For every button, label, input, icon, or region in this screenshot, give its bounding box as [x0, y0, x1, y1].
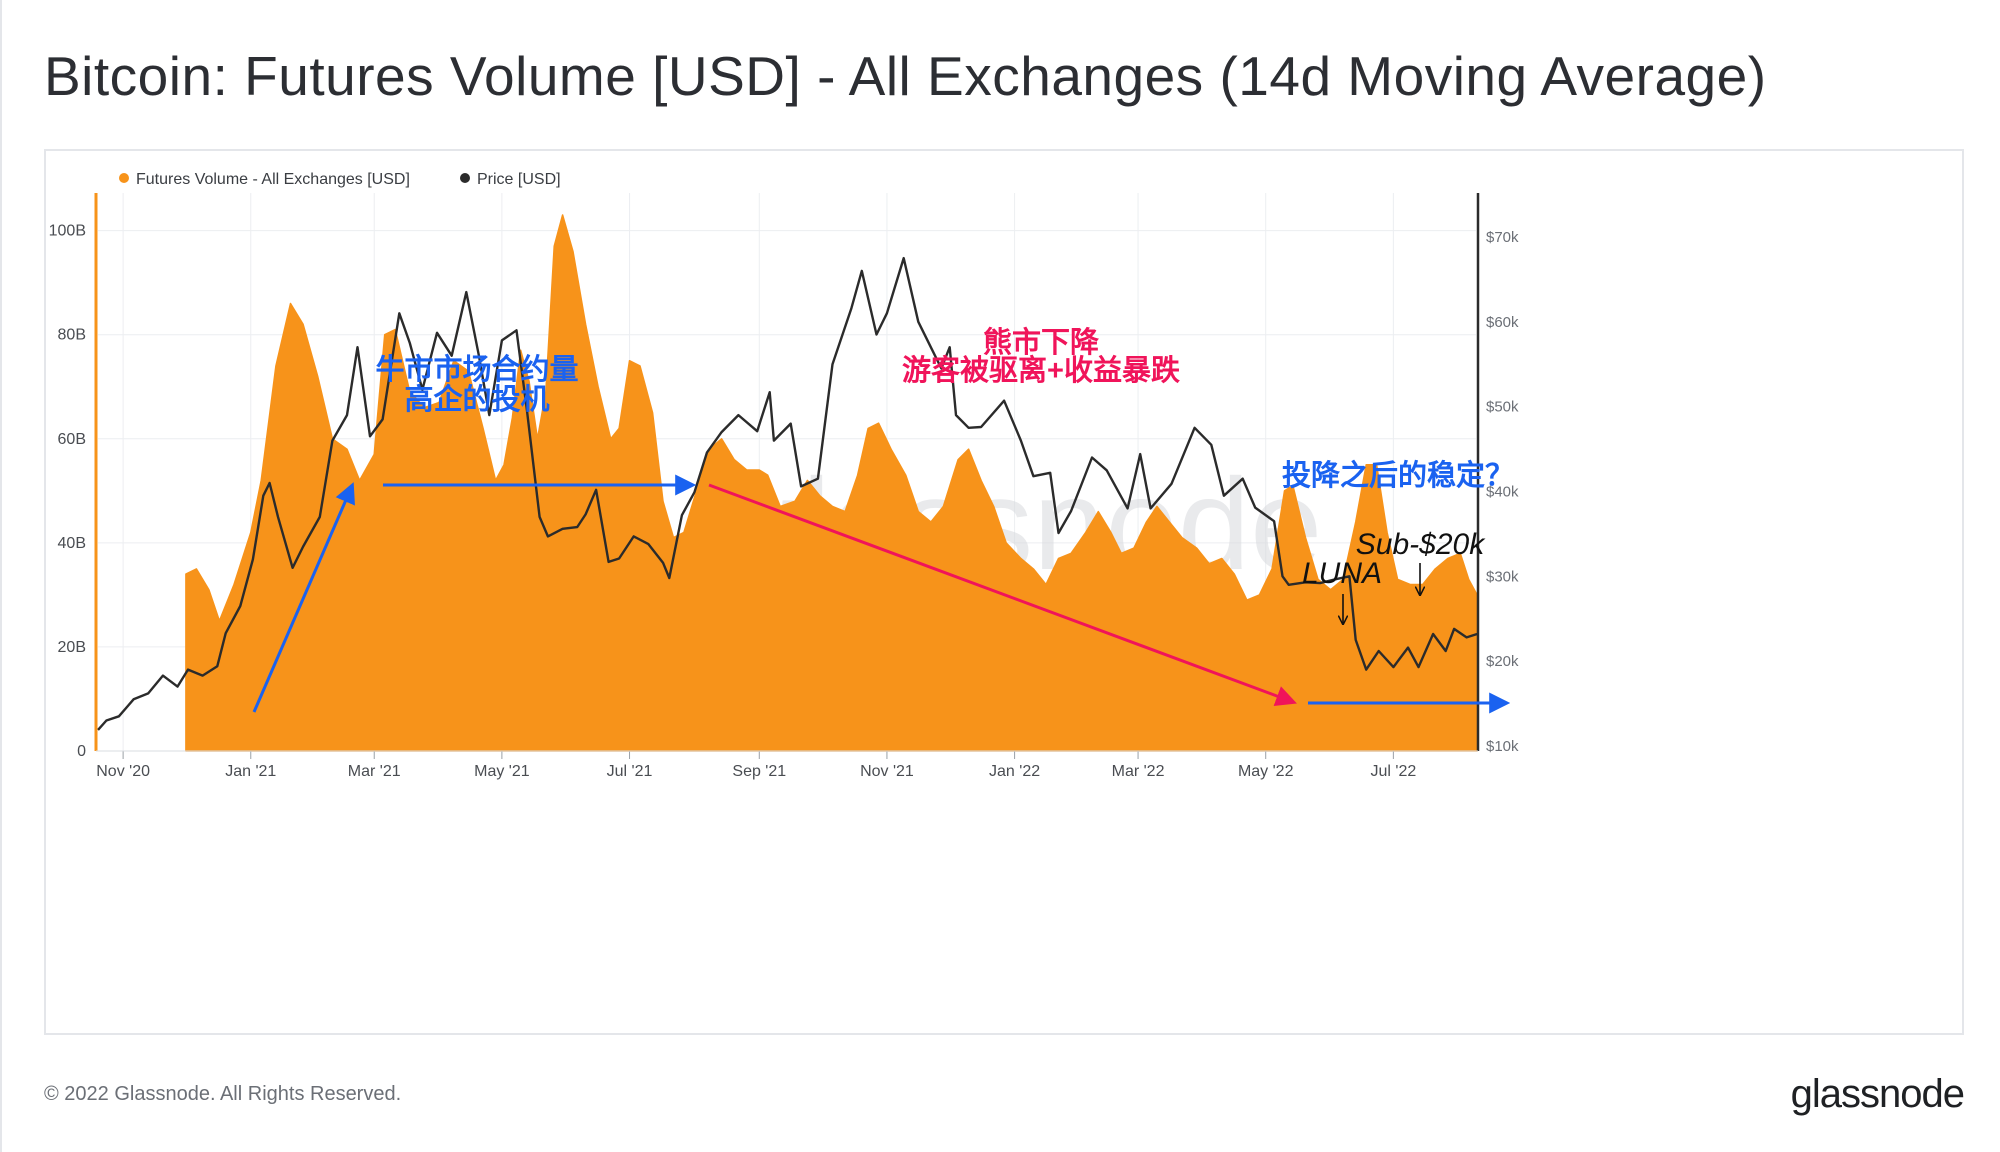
y-right-tick-label: $70k [1486, 229, 1519, 246]
bear-annotation-line2: 游客被驱离+收益暴跌 [902, 353, 1180, 387]
legend-volume-swatch [119, 173, 129, 183]
x-tick-label: May '22 [1238, 763, 1294, 780]
price-line [97, 256, 1478, 731]
y-left-tick-label: 100B [49, 223, 86, 240]
x-tick-label: Jul '21 [607, 763, 653, 780]
x-tick-label: May '21 [474, 763, 530, 780]
x-tick-label: Nov '21 [860, 763, 914, 780]
footer-logo[interactable]: glassnode [1790, 1072, 1965, 1116]
bear-annotation-line1: 熊市下降 [983, 325, 1100, 359]
page-title: Bitcoin: Futures Volume [USD] - All Exch… [44, 45, 1767, 107]
y-right-tick-label: $30k [1486, 568, 1519, 585]
stable-annotation: 投降之后的稳定？ [1282, 458, 1514, 492]
chart-card: Futures Volume - All Exchanges [USD] Pri… [44, 149, 1964, 1035]
volume-series-layer [185, 214, 1478, 752]
price-series-layer [97, 256, 1478, 731]
chart-svg: Futures Volume - All Exchanges [USD] Pri… [49, 171, 1519, 780]
y-left-tick-label: 80B [58, 327, 86, 344]
chart-legend: Futures Volume - All Exchanges [USD] Pri… [119, 171, 561, 188]
bull-annotation-line1: 牛市市场合约量 [375, 352, 578, 386]
y-right-tick-label: $10k [1486, 738, 1519, 755]
y-right-tick-label: $50k [1486, 399, 1519, 416]
y-left-tick-label: 40B [58, 535, 86, 552]
x-tick-label: Nov '20 [96, 763, 150, 780]
x-tick-label: Mar '21 [348, 763, 401, 780]
luna-label: LUNA [1302, 557, 1382, 590]
y-left-tick-label: 0 [77, 743, 86, 760]
y-left-tick-label: 20B [58, 639, 86, 656]
y-right-tick-label: $40k [1486, 483, 1519, 500]
legend-volume-label[interactable]: Futures Volume - All Exchanges [USD] [136, 171, 410, 188]
y-right-tick-label: $20k [1486, 653, 1519, 670]
sub20k-label: Sub-$20k [1356, 528, 1486, 561]
y-right-tick-label: $60k [1486, 314, 1519, 331]
legend-price-swatch [460, 173, 470, 183]
annotations: 牛市市场合约量 高企的投机 熊市下降 游客被驱离+收益暴跌 投降之后的稳定？ L… [252, 325, 1514, 714]
x-tick-label: Jul '22 [1370, 763, 1416, 780]
x-tick-label: Mar '22 [1112, 763, 1165, 780]
bull-rise-arrow [252, 482, 355, 713]
x-tick-label: Sep '21 [732, 763, 786, 780]
legend-price-label[interactable]: Price [USD] [477, 171, 561, 188]
x-tick-label: Jan '21 [225, 763, 276, 780]
volume-area [185, 214, 1478, 752]
bull-annotation-line2: 高企的投机 [404, 382, 549, 416]
x-tick-label: Jan '22 [989, 763, 1040, 780]
footer-copyright: © 2022 Glassnode. All Rights Reserved. [44, 1083, 402, 1105]
axes-layer: 0 20B 40B 60B 80B 100B Nov '20 Jan '21 Mar '21 Ma… [49, 193, 1519, 780]
y-left-tick-label: 60B [58, 431, 86, 448]
bear-decline-arrow [708, 483, 1297, 706]
